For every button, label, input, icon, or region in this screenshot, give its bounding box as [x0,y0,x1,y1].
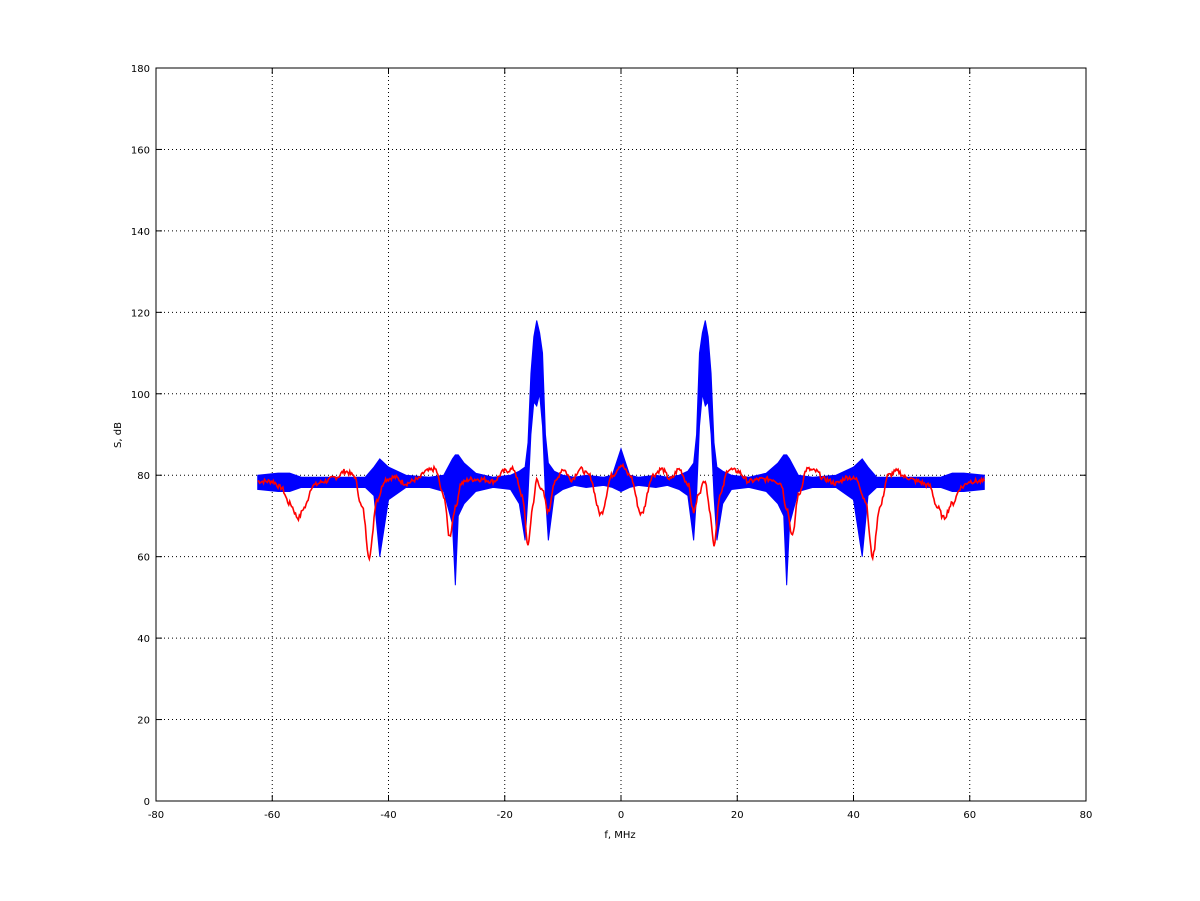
x-tick-label: -40 [380,810,396,821]
y-tick-label: 100 [131,390,150,401]
ticks: -80 -60 -40 -20 0 20 40 60 80 0 20 40 60 80 100 120 140 1… [131,64,1092,821]
y-tick-label: 0 [144,797,150,808]
x-tick-label: 20 [731,810,744,821]
y-tick-label: 40 [137,634,150,645]
y-tick-label: 60 [137,553,150,564]
y-tick-label: 80 [137,471,150,482]
series-red-line [257,462,986,562]
y-tick-label: 160 [131,145,150,156]
y-tick-label: 180 [131,64,150,75]
x-tick-label: 40 [847,810,860,821]
x-axis-label: f, MHz [604,830,635,841]
y-axis-label: S, dB [113,422,124,448]
y-tick-label: 140 [131,227,150,238]
y-tick-label: 120 [131,308,150,319]
y-tick-label: 20 [137,716,150,727]
series-layer [257,320,986,586]
grid [156,68,1086,801]
x-tick-label: 0 [618,810,624,821]
series-blue-band [257,320,985,586]
plot-frame [155,67,1087,802]
x-tick-label: -20 [497,810,513,821]
x-tick-label: 80 [1080,810,1093,821]
x-tick-label: -60 [264,810,280,821]
x-tick-label: 60 [963,810,976,821]
x-tick-label: -80 [148,810,164,821]
